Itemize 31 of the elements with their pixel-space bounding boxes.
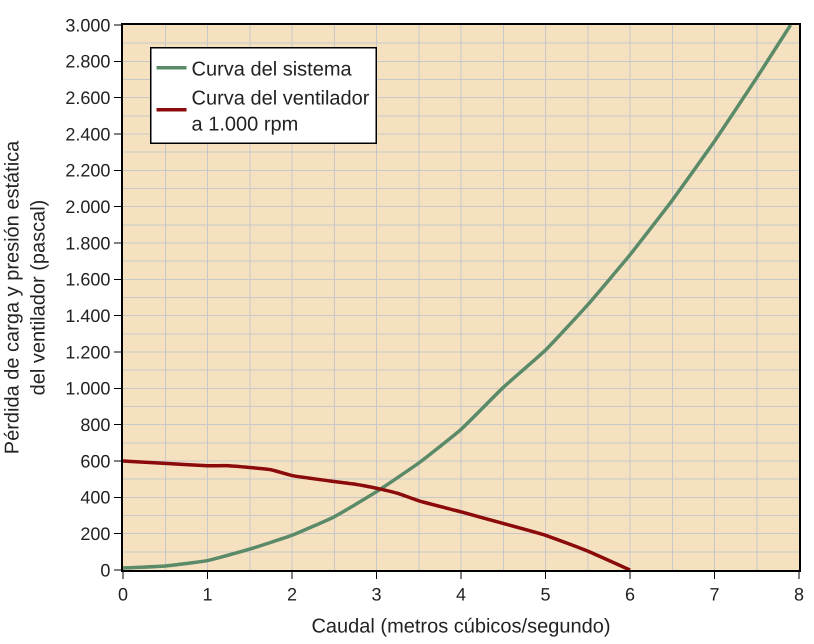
x-tick-label: 1 [202,584,213,605]
y-axis-title: Pérdida de carga y presión estática del ventilador (pascal) [1,140,50,454]
legend-label: Curva del ventilador a 1.000 rpm [192,88,370,136]
x-tick-label: 8 [794,584,804,605]
y-tick-label: 800 [80,414,110,435]
line-series [123,459,632,570]
y-tick-label: 3.000 [65,15,110,36]
y-tick-label: 2.000 [65,196,110,217]
x-axis-title: Caudal (metros cúbicos/segundo) [311,616,611,638]
x-tick-label: 7 [709,584,720,605]
y-tick-label: 400 [80,488,110,508]
y-tick-label: 600 [80,451,110,472]
x-tick-label: 2 [286,584,298,605]
y-tick-label: 1.800 [65,233,110,254]
y-tick-label: 2.600 [65,88,110,108]
x-tick-label: 3 [371,584,382,605]
y-tick-label: 1.000 [65,378,110,399]
x-tick-label: 6 [624,584,636,605]
y-tick-label: 1.200 [65,342,110,362]
line-series [123,25,792,570]
y-tick-label: 2.400 [65,124,110,144]
y-tick-label: 2.200 [65,160,110,181]
legend-label: Curva del sistema [192,58,352,81]
x-tick-label: 5 [540,584,551,605]
y-tick-label: 2.800 [65,52,110,72]
y-tick-label: 200 [80,524,110,544]
y-tick-label: 0 [100,560,110,580]
y-tick-label: 1.600 [65,270,110,290]
y-tick-label: 1.400 [65,306,110,326]
x-tick-label: 0 [118,584,128,605]
x-tick-label: 4 [456,584,466,605]
